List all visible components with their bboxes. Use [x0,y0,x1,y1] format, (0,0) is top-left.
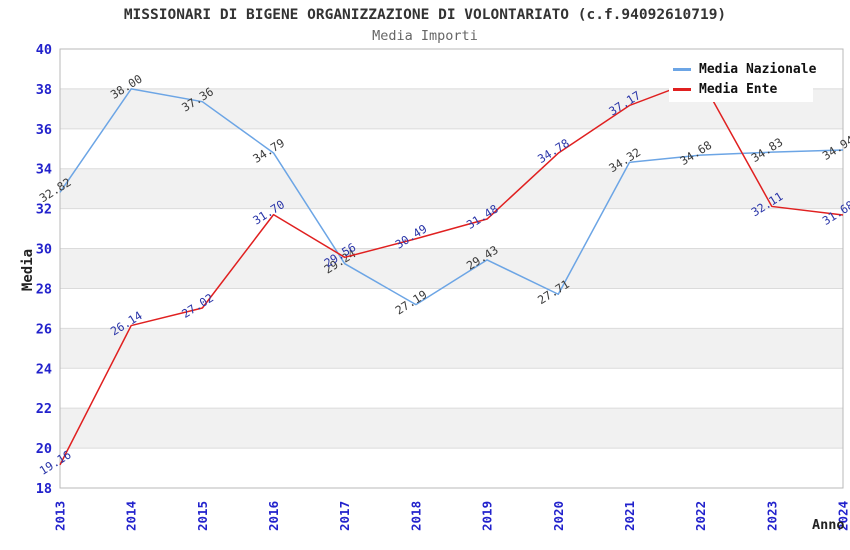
y-tick-label: 30 [36,242,52,258]
data-point-label: 34.94 [820,133,850,163]
y-tick-label: 28 [36,281,52,297]
data-point-label: 30.49 [393,221,430,251]
legend-item-media-ente: Media Ente [673,82,813,97]
plot-border [59,48,844,489]
legend-label: Media Nazionale [699,62,817,78]
legend-line-sample-blue-icon [673,68,691,72]
y-tick-label: 34 [36,162,52,178]
x-tick-label: 2013 [53,501,68,531]
y-tick-label: 38 [36,82,52,98]
y-tick-label: 20 [36,441,52,457]
x-tick-label: 2017 [337,501,352,531]
y-tick-label: 36 [36,122,52,138]
data-point-label: 27.19 [393,287,430,317]
series-line-media-nazionale [59,88,844,306]
data-point-label: 34.68 [677,138,714,168]
legend: Media Nazionale Media Ente [669,57,817,102]
y-tick-label: 22 [36,401,52,417]
chart-title: MISSIONARI DI BIGENE ORGANIZZAZIONE DI V… [123,7,727,23]
plot-band [60,168,843,209]
y-tick-label: 26 [36,321,52,337]
plot-band [60,408,843,449]
data-point-label: 34.83 [749,135,786,165]
x-tick-label: 2016 [266,501,281,531]
legend-line-sample-red-icon [673,87,691,91]
data-point-label: 34.78 [535,136,572,166]
x-tick-label: 2021 [622,501,637,531]
x-tick-label: 2018 [408,501,423,531]
y-tick-label: 32 [36,202,52,218]
x-tick-label: 2023 [764,501,779,531]
y-tick-label: 40 [36,42,52,58]
legend-label: Media Ente [699,81,778,97]
plot-band [60,328,843,369]
x-tick-label: 2020 [551,501,566,531]
x-tick-label: 2024 [836,501,850,531]
x-tick-label: 2022 [693,501,708,531]
x-axis-title: Anno [812,517,845,533]
y-tick-label: 24 [36,361,52,377]
data-point-label: 27.02 [179,291,216,321]
x-tick-label: 2019 [480,501,495,531]
x-tick-label: 2014 [124,501,139,531]
y-axis-title: Media [20,248,36,292]
y-tick-label: 18 [36,481,52,497]
legend-item-media-nazionale: Media Nazionale [673,62,817,78]
x-tick-label: 2015 [195,501,210,531]
chart-subtitle: Media Importi [372,28,478,44]
